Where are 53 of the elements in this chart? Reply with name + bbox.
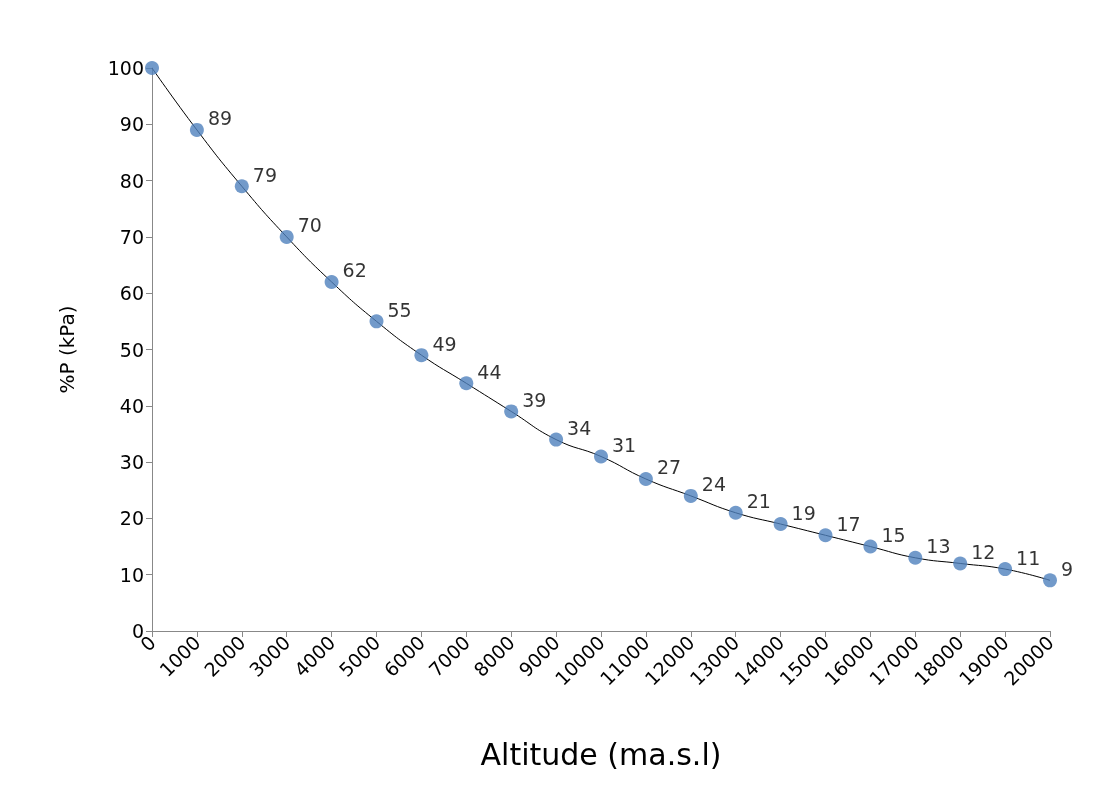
point	[998, 562, 1013, 577]
data-label: 34	[567, 417, 592, 440]
point	[728, 505, 743, 520]
point	[953, 556, 968, 571]
point	[145, 61, 159, 75]
data-label: 15	[881, 524, 906, 547]
point	[504, 404, 519, 419]
y-tick-label: 50	[119, 338, 144, 361]
point	[863, 539, 878, 554]
point	[773, 517, 788, 532]
x-axis-title: Altitude (ma.s.l)	[480, 736, 722, 772]
data-label: 27	[656, 456, 682, 479]
y-tick-label: 30	[119, 451, 144, 474]
y-tick-label: 20	[119, 507, 144, 530]
point	[594, 449, 608, 464]
point	[818, 528, 833, 543]
y-tick-label: 70	[119, 225, 144, 248]
data-label: 79	[252, 163, 277, 186]
point	[459, 376, 474, 391]
point	[683, 488, 698, 503]
point	[638, 471, 653, 486]
data-label: 70	[297, 214, 322, 237]
point	[908, 550, 923, 565]
data-label: 9	[1061, 557, 1074, 580]
y-tick-label: 100	[107, 57, 144, 79]
data-label: 21	[746, 490, 771, 513]
y-axis-title: %P (kPa)	[55, 305, 79, 394]
data-label: 62	[342, 259, 367, 282]
data-label: 13	[926, 535, 951, 558]
point	[189, 122, 204, 137]
data-label: 19	[791, 501, 816, 524]
point	[324, 274, 339, 289]
data-label: 44	[477, 360, 502, 383]
point	[279, 229, 294, 244]
data-label: 89	[207, 107, 233, 130]
data-label: 39	[522, 388, 547, 411]
y-tick-label: 90	[119, 113, 144, 136]
data-label: 24	[701, 473, 726, 496]
data-label: 12	[971, 540, 996, 563]
point	[414, 348, 429, 363]
data-label: 55	[387, 298, 412, 321]
point	[1043, 573, 1057, 588]
point	[549, 432, 564, 447]
data-label: 31	[612, 433, 637, 456]
data-label: 49	[432, 332, 457, 355]
point	[369, 314, 384, 329]
data-label: 17	[836, 512, 861, 535]
point	[234, 179, 249, 194]
data-label: 11	[1016, 546, 1041, 569]
y-tick-label: 40	[119, 394, 144, 417]
y-tick-label: 10	[119, 563, 144, 586]
y-tick-label: 60	[119, 282, 144, 305]
y-tick-label: 80	[119, 169, 144, 192]
